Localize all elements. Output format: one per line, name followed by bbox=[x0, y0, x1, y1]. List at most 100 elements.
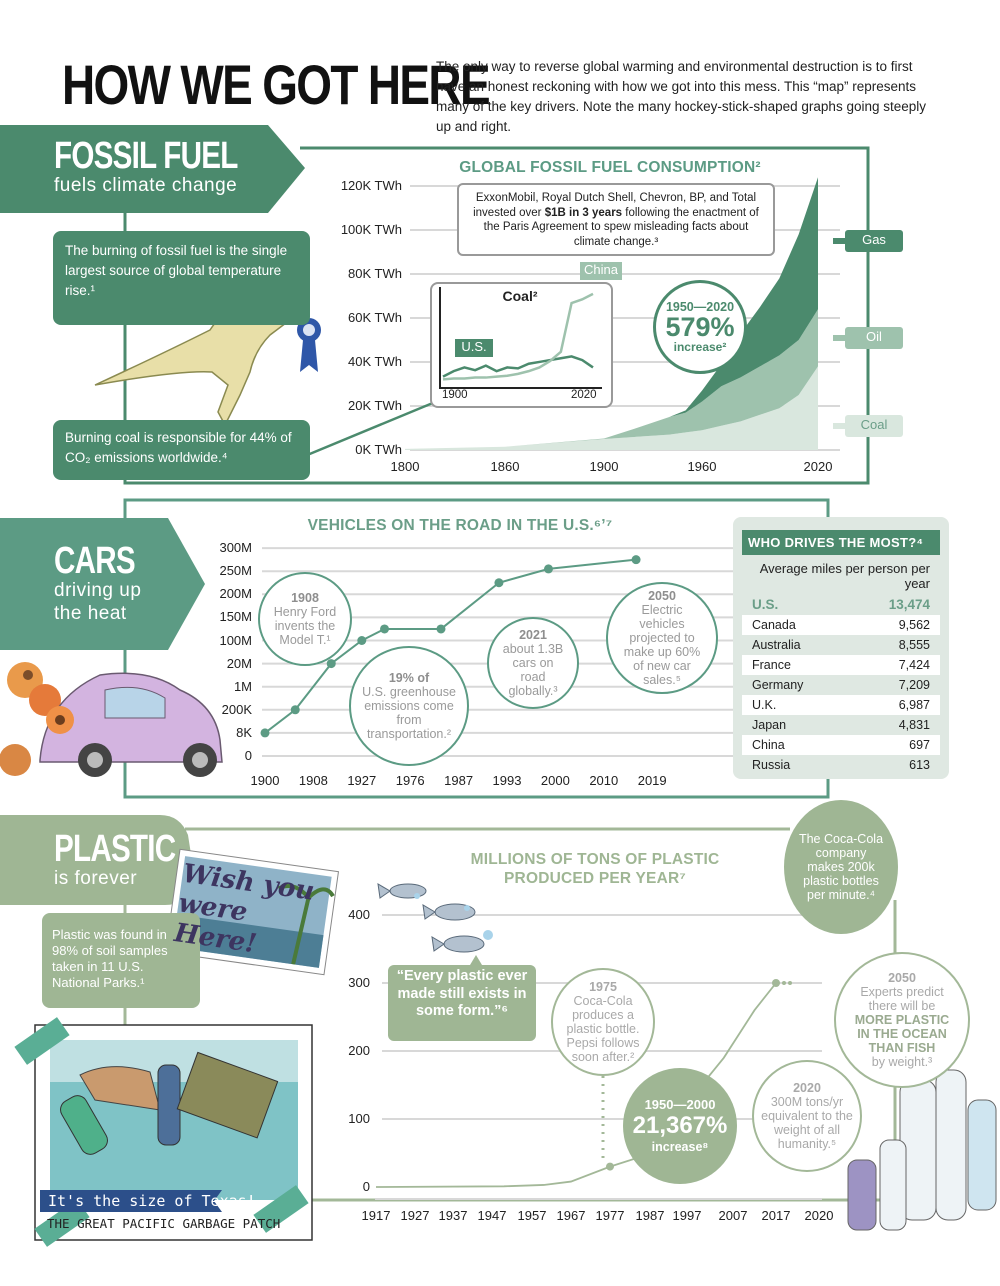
miles: 697 bbox=[909, 738, 930, 752]
table-row: China 697 bbox=[742, 735, 940, 755]
quote-pointer bbox=[470, 955, 482, 965]
miles: 7,424 bbox=[898, 658, 930, 672]
note-global-cars: 2021 about 1.3B cars on road globally.³ bbox=[487, 617, 579, 709]
plastic-projection-dot bbox=[788, 981, 792, 985]
country: Germany bbox=[752, 678, 804, 692]
vehicles-x-tick: 1908 bbox=[298, 773, 328, 788]
note-text: ExxonMobil, Royal Dutch Shell, Chevron, … bbox=[473, 192, 757, 219]
note-2050: 2050 Experts predict there will be MORE PL… bbox=[834, 952, 970, 1088]
vehicles-point bbox=[326, 659, 336, 669]
fossil-banner: FOSSIL FUEL fuels climate change bbox=[0, 135, 300, 197]
fossil-y-tick: 120K TWh bbox=[340, 178, 402, 193]
vehicles-chart-title: VEHICLES ON THE ROAD IN THE U.S.⁶ʼ⁷ bbox=[307, 517, 613, 534]
vehicles-point bbox=[290, 705, 300, 715]
fossil-area-coal bbox=[405, 366, 818, 450]
fossil-chart-title: GLOBAL FOSSIL FUEL CONSUMPTION² bbox=[459, 159, 761, 176]
note-2020: 2020 300M tons/yr equivalent to the weigh… bbox=[752, 1060, 862, 1172]
vehicles-y-tick: 300M bbox=[219, 540, 252, 556]
cars-banner-shape bbox=[0, 518, 205, 650]
note-year: 2020 bbox=[793, 1081, 821, 1095]
postcard-illustration bbox=[164, 848, 340, 976]
fossil-x-tick: 1900 bbox=[589, 459, 619, 474]
table-row: U.K. 6,987 bbox=[742, 695, 940, 715]
note-text: about 1.3B cars on road globally.³ bbox=[502, 642, 564, 698]
vehicles-y-tick: 150M bbox=[219, 609, 252, 625]
plastic-x-tick: 1927 bbox=[400, 1208, 430, 1223]
fossil-x-tick: 1860 bbox=[490, 459, 520, 474]
callout-value: 21,367% bbox=[632, 1112, 728, 1139]
note-electric-vehicles: 2050 Electric vehicles projected to make … bbox=[606, 582, 718, 694]
plastic-banner-subtitle: is forever bbox=[54, 868, 138, 889]
plastic-x-tick: 1917 bbox=[361, 1208, 391, 1223]
vehicles-point bbox=[357, 636, 367, 645]
photo-banner-text: It's the size of Texas! bbox=[48, 1192, 256, 1210]
plastic-line bbox=[375, 982, 777, 1188]
table-title: WHO DRIVES THE MOST?⁴ bbox=[742, 530, 940, 555]
table-row: Canada 9,562 bbox=[742, 615, 940, 635]
vehicles-x-tick: 1993 bbox=[492, 773, 522, 788]
miles: 7,209 bbox=[898, 678, 930, 692]
plastic-x-tick: 1967 bbox=[556, 1208, 586, 1223]
table-subtitle: Average miles per person per year bbox=[759, 561, 930, 591]
plastic-x-tick: 2020 bbox=[804, 1208, 834, 1223]
vehicles-y-tick: 1M bbox=[233, 678, 252, 694]
vehicles-point bbox=[436, 624, 446, 634]
country: Australia bbox=[752, 638, 801, 652]
plastic-x-tick: 1947 bbox=[477, 1208, 507, 1223]
vehicles-y-tick: 200K bbox=[221, 701, 252, 717]
country: Russia bbox=[752, 758, 791, 772]
miles: 6,987 bbox=[898, 698, 930, 712]
note-transport-emissions: 19% of U.S. greenhouse emissions come fro… bbox=[349, 646, 469, 766]
coca-cola-fact: The Coca-Cola company makes 200k plastic… bbox=[784, 800, 898, 934]
note-text: Henry Ford invents the Model T.¹ bbox=[273, 605, 337, 647]
vehicles-x-tick: 1900 bbox=[250, 773, 280, 788]
note-text: U.S. greenhouse emissions come from tran… bbox=[362, 685, 456, 741]
miles: 9,562 bbox=[898, 618, 930, 632]
vehicles-y-tick: 250M bbox=[219, 563, 252, 579]
cars-banner-sub1: driving up bbox=[54, 580, 142, 601]
table-row: Japan 4,831 bbox=[742, 715, 940, 735]
callout-range: 1950—2020 bbox=[665, 300, 735, 314]
plastic-x-tick: 1987 bbox=[635, 1208, 665, 1223]
plastic-point-2017 bbox=[772, 979, 780, 987]
plastic-banner: PLASTIC is forever bbox=[0, 828, 190, 890]
vehicles-y-tick: 100M bbox=[219, 632, 252, 648]
vehicles-x-tick: 1987 bbox=[444, 773, 474, 788]
note-year: 1908 bbox=[291, 591, 319, 605]
plastic-fact-national-parks: Plastic was found in 98% of soil samples… bbox=[42, 913, 200, 1008]
garbage-patch-photo bbox=[14, 1017, 313, 1247]
plastic-x-tick: 1957 bbox=[517, 1208, 547, 1223]
fossil-y-tick: 20K TWh bbox=[348, 398, 402, 413]
note-text: Coca-Cola produces a plastic bottle. Pep… bbox=[566, 994, 640, 1064]
table-row: France 7,424 bbox=[742, 655, 940, 675]
china-label: China bbox=[580, 262, 622, 280]
intro-paragraph: The only way to reverse global warming a… bbox=[436, 59, 926, 134]
miles: 8,555 bbox=[898, 638, 930, 652]
plastic-quote: “Every plastic ever made still exists in… bbox=[388, 965, 536, 1041]
fossil-y-tick: 100K TWh bbox=[340, 222, 402, 237]
note-bold: $1B in 3 years bbox=[544, 206, 623, 219]
fossil-increase-callout: 1950—2020 579% increase² bbox=[653, 280, 747, 374]
plastic-y-tick: 100 bbox=[348, 1111, 370, 1126]
vehicles-x-tick: 1927 bbox=[347, 773, 377, 788]
note-year: 1975 bbox=[589, 980, 617, 994]
plastic-y-tick: 400 bbox=[348, 907, 370, 922]
table-row: U.S. 13,474 bbox=[742, 595, 940, 615]
note-1975: 1975 Coca-Cola produces a plastic bottle.… bbox=[551, 968, 655, 1076]
legend-gas: Gas bbox=[845, 230, 903, 252]
miles: 4,831 bbox=[898, 718, 930, 732]
coal-inset-x-end: 2020 bbox=[571, 389, 597, 401]
vehicles-y-tick: 8K bbox=[236, 724, 252, 740]
vehicles-point bbox=[631, 555, 641, 565]
plastic-x-tick: 2017 bbox=[761, 1208, 791, 1223]
oil-companies-note: ExxonMobil, Royal Dutch Shell, Chevron, … bbox=[457, 183, 775, 256]
note-year: 2050 bbox=[888, 971, 916, 985]
plastic-x-tick: 1997 bbox=[672, 1208, 702, 1223]
cars-banner: CARS driving up the heat bbox=[0, 540, 200, 625]
callout-value: 579% bbox=[665, 312, 735, 342]
car-with-flowers-illustration bbox=[0, 662, 223, 777]
fish-illustration bbox=[377, 883, 493, 953]
who-drives-most-table: WHO DRIVES THE MOST?⁴ Average miles per … bbox=[733, 517, 949, 779]
country: Canada bbox=[752, 618, 796, 632]
legend-oil: Oil bbox=[845, 327, 903, 349]
